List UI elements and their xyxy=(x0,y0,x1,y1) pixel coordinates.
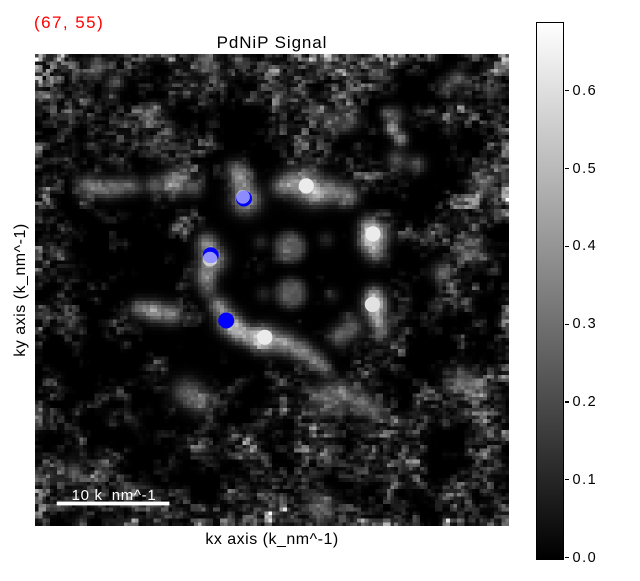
svg-text:10 k_nm^-1: 10 k_nm^-1 xyxy=(72,487,157,504)
